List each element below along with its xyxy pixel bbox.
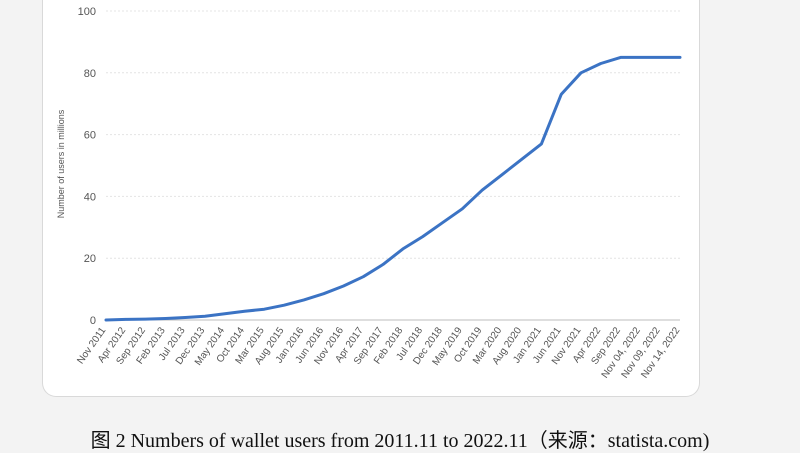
y-tick-label: 100	[78, 6, 96, 18]
figure-caption: 图 2 Numbers of wallet users from 2011.11…	[90, 430, 710, 452]
y-tick-label: 20	[84, 253, 96, 265]
y-tick-label: 80	[84, 68, 96, 80]
y-tick-label: 0	[90, 315, 96, 327]
y-axis-label: Number of users in millions	[56, 109, 66, 219]
y-tick-label: 40	[84, 191, 96, 203]
y-tick-label: 60	[84, 130, 96, 142]
series-line	[104, 55, 682, 322]
chart-card: 0 20 40 60 80 100 Nov 2011 Apr 2012 Sep 2012 Feb …	[42, 0, 700, 397]
